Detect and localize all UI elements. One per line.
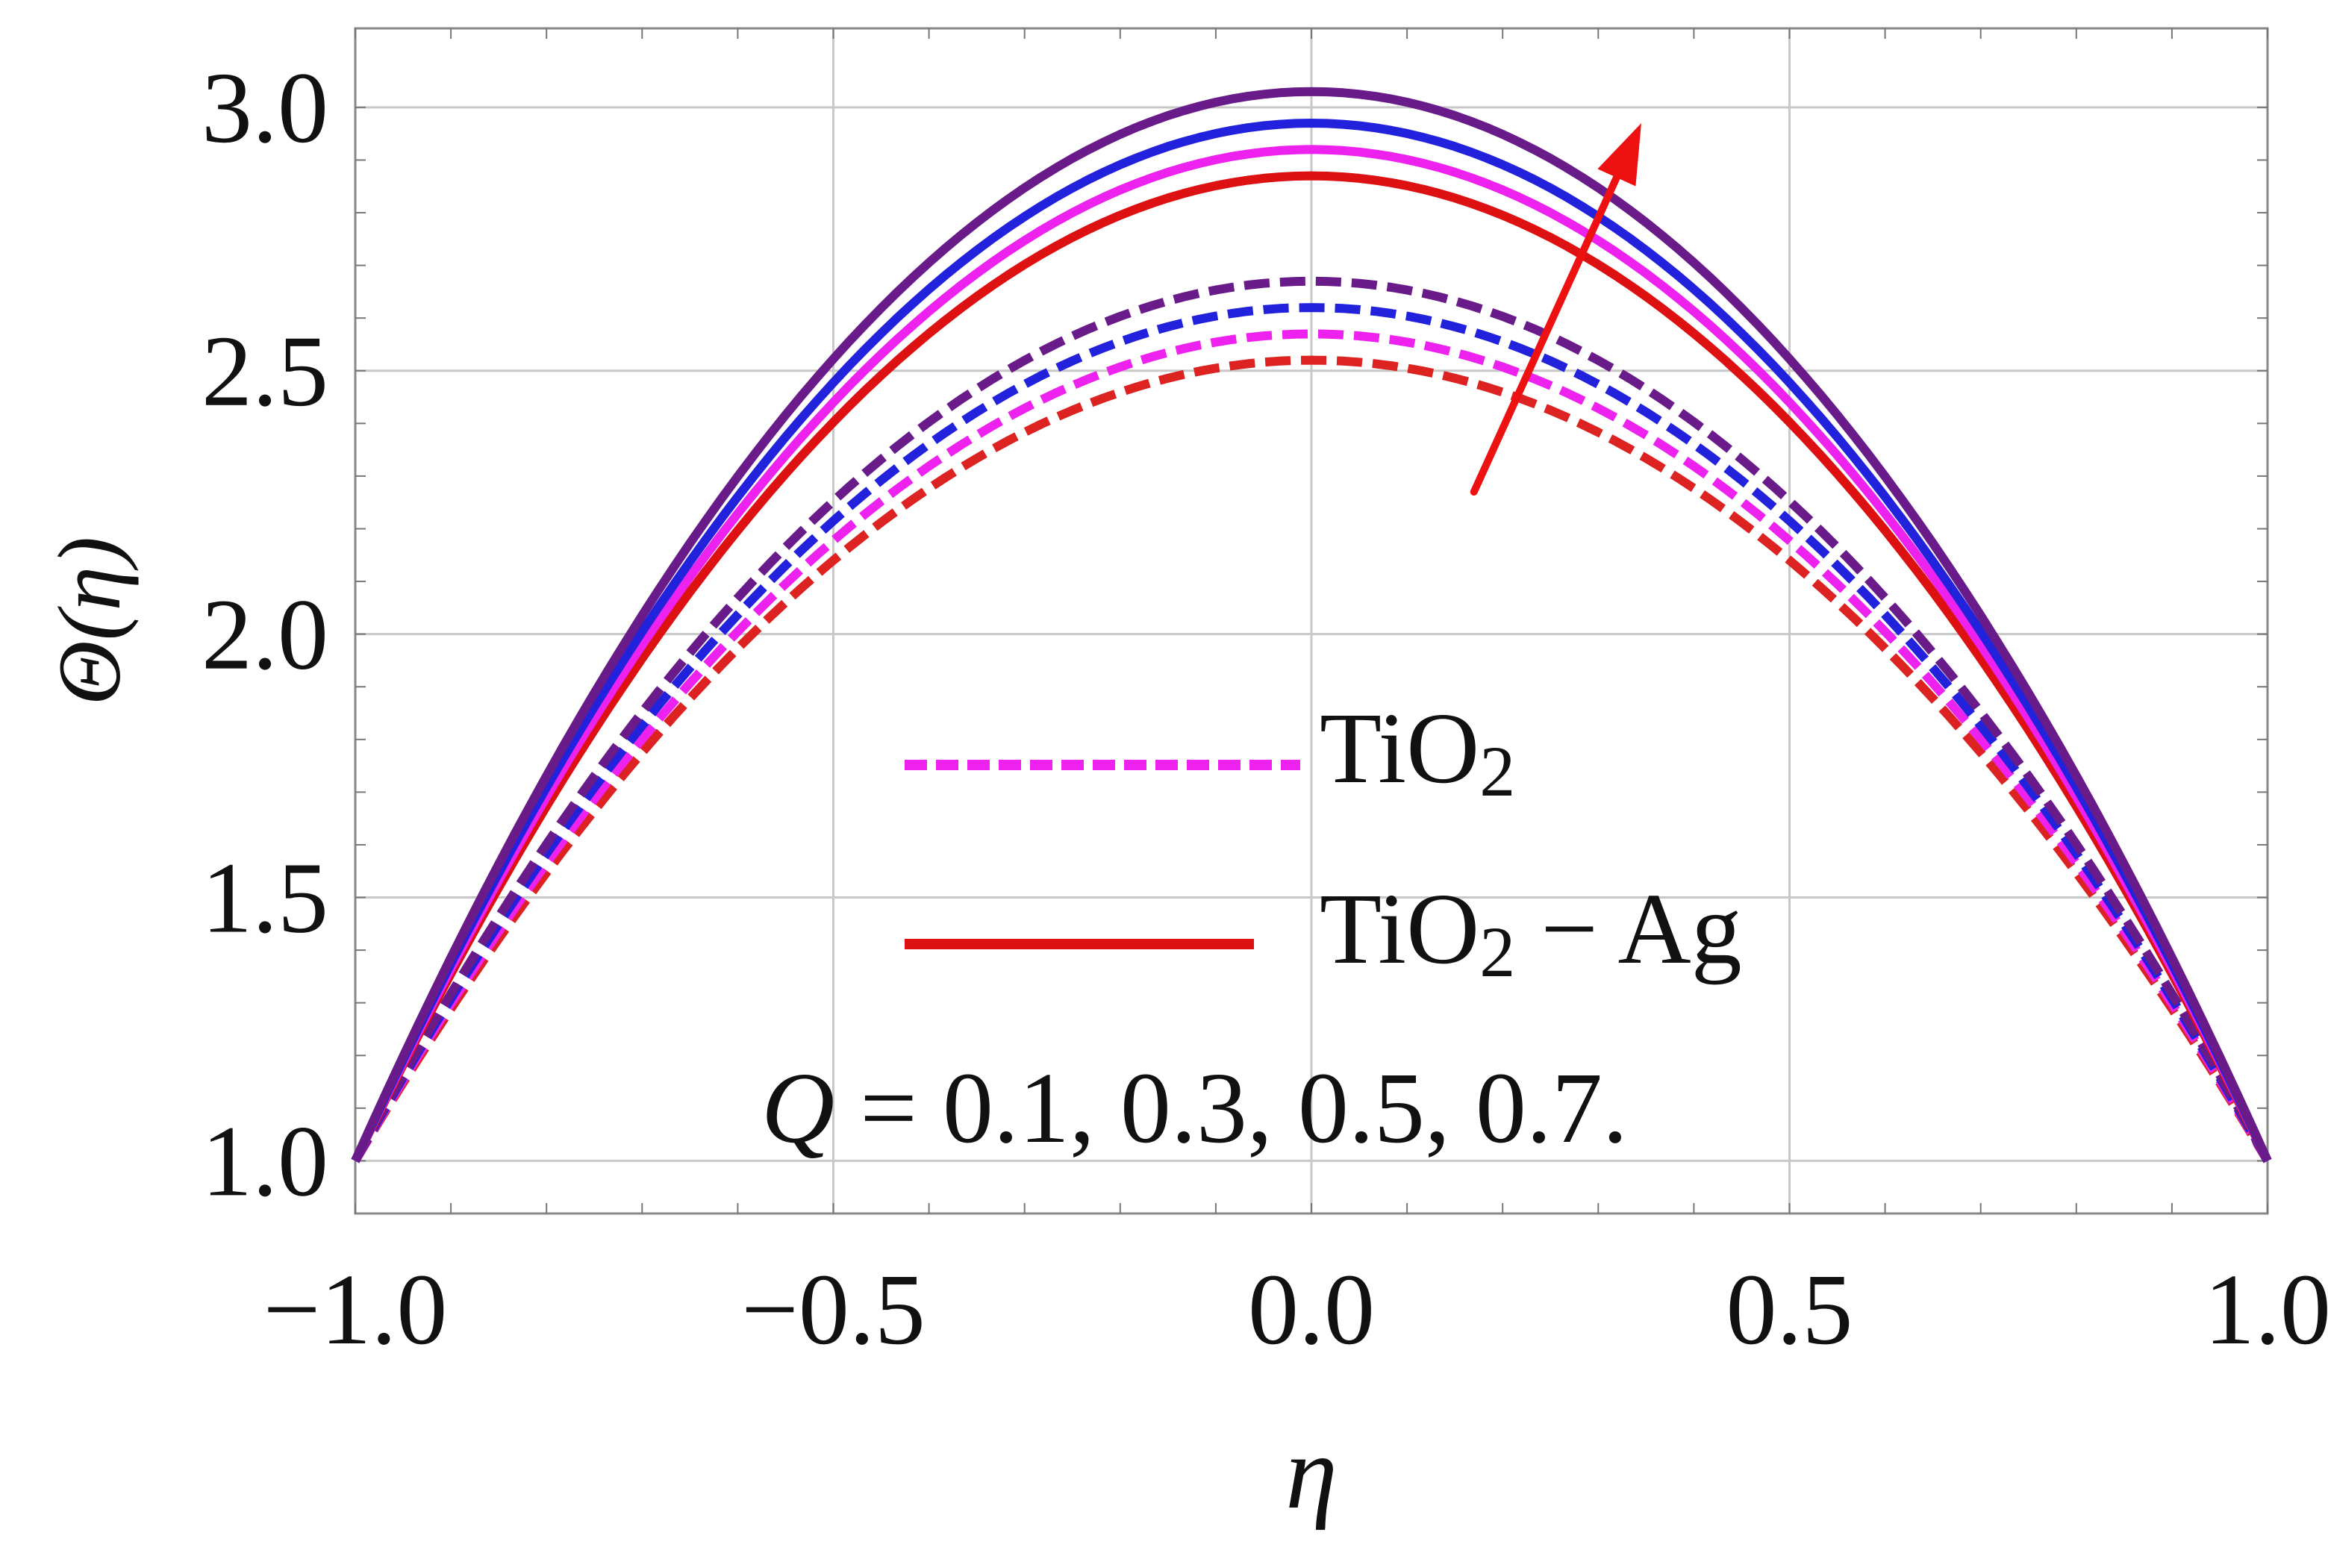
q-values-annotation: Q = 0.1, 0.3, 0.5, 0.7. — [761, 1052, 1628, 1164]
y-axis-title: Θ(η) — [40, 537, 139, 705]
minor-ticks — [355, 28, 2268, 1214]
x-axis-title: η — [1285, 1415, 1337, 1531]
series-layer — [351, 87, 2272, 1163]
legend-label-tio2-base: TiO — [1320, 693, 1479, 805]
y-tick-label: 1.5 — [202, 843, 328, 955]
tio2-curve-q-0-7 — [351, 276, 2272, 1163]
x-tick-label: 0.5 — [1726, 1254, 1853, 1366]
y-tick-label: 2.0 — [202, 579, 328, 691]
legend-label-tio2-ag-subscript: 2 — [1479, 912, 1515, 992]
increase-arrow-shaft — [1470, 173, 1620, 496]
legend-label-tio2-ag-base: TiO — [1320, 873, 1479, 985]
x-tick-label: 0.0 — [1248, 1254, 1375, 1366]
tio2-ag-curve-q-0-7 — [351, 87, 2272, 1163]
increase-arrow-head — [1597, 123, 1641, 187]
tio2-curve-q-0-5 — [351, 303, 2272, 1163]
legend-label-tio2-subscript: 2 — [1479, 731, 1515, 811]
x-tick-label: 1.0 — [2204, 1254, 2328, 1366]
legend-label-tio2-ag-suffix: − Ag — [1515, 873, 1741, 985]
tio2-ag-curve-q-0-3 — [351, 145, 2272, 1163]
y-tick-label: 1.0 — [202, 1105, 328, 1217]
grid — [354, 28, 2269, 1214]
x-tick-label: −0.5 — [741, 1254, 926, 1366]
q-values: = 0.1, 0.3, 0.5, 0.7. — [834, 1052, 1628, 1164]
legend-label-tio2: TiO2 — [1320, 693, 1515, 811]
legend: TiO2 TiO2 − Ag — [905, 693, 1742, 992]
tio2-ag-curve-q-0-1 — [351, 171, 2272, 1163]
y-tick-label: 2.5 — [202, 316, 328, 428]
tio2-curve-q-0-3 — [351, 329, 2272, 1163]
q-variable: Q — [761, 1052, 834, 1164]
y-tick-label: 3.0 — [202, 52, 328, 164]
increase-arrow — [1470, 123, 1641, 496]
tio2-curve-q-0-1 — [351, 355, 2272, 1163]
x-tick-label: −1.0 — [263, 1254, 448, 1366]
legend-label-tio2-ag: TiO2 − Ag — [1320, 873, 1742, 992]
tick-labels: −1.0 −0.5 0.0 0.5 1.0 1.0 1.5 2.0 2.5 3.0 — [202, 52, 2328, 1366]
tio2-ag-curve-q-0-5 — [351, 119, 2272, 1163]
